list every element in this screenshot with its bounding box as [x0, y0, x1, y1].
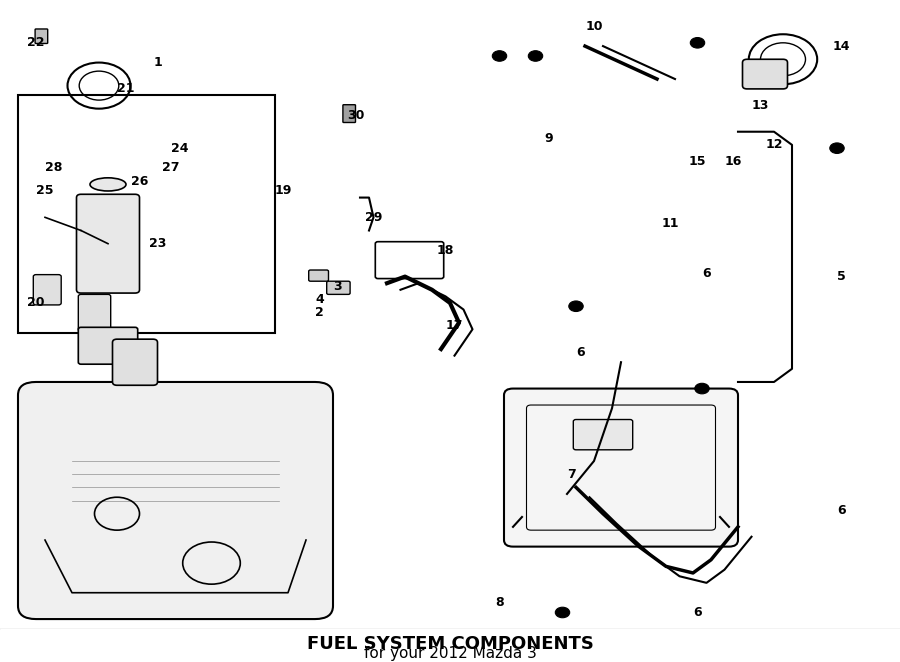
Text: 18: 18	[436, 244, 454, 257]
Circle shape	[492, 51, 507, 62]
Text: 6: 6	[837, 504, 846, 517]
Circle shape	[695, 383, 709, 394]
Text: 19: 19	[274, 185, 292, 197]
Text: 17: 17	[446, 320, 464, 332]
Text: 2: 2	[315, 307, 324, 319]
Text: 26: 26	[130, 175, 148, 187]
Text: 27: 27	[162, 162, 180, 175]
FancyBboxPatch shape	[78, 327, 138, 364]
FancyBboxPatch shape	[18, 382, 333, 619]
Circle shape	[569, 301, 583, 312]
Text: 24: 24	[171, 142, 189, 155]
FancyBboxPatch shape	[504, 389, 738, 547]
Text: FUEL SYSTEM COMPONENTS: FUEL SYSTEM COMPONENTS	[307, 635, 593, 653]
FancyBboxPatch shape	[33, 275, 61, 305]
FancyBboxPatch shape	[742, 60, 788, 89]
FancyBboxPatch shape	[78, 295, 111, 331]
FancyBboxPatch shape	[573, 420, 633, 449]
Text: 14: 14	[832, 40, 850, 52]
Text: 1: 1	[153, 56, 162, 69]
Text: 28: 28	[45, 162, 63, 175]
Circle shape	[555, 607, 570, 618]
Text: 15: 15	[688, 155, 706, 168]
Text: 6: 6	[702, 267, 711, 280]
Text: 29: 29	[364, 211, 382, 224]
FancyBboxPatch shape	[375, 242, 444, 279]
Text: 6: 6	[693, 606, 702, 619]
Text: 11: 11	[662, 217, 680, 230]
FancyBboxPatch shape	[327, 281, 350, 295]
Text: 21: 21	[117, 82, 135, 95]
Ellipse shape	[90, 178, 126, 191]
FancyBboxPatch shape	[309, 270, 328, 281]
Text: 9: 9	[544, 132, 554, 145]
FancyBboxPatch shape	[35, 29, 48, 44]
Text: 7: 7	[567, 467, 576, 481]
Text: 8: 8	[495, 596, 504, 609]
Text: 5: 5	[837, 270, 846, 283]
Circle shape	[830, 143, 844, 154]
Text: 23: 23	[148, 237, 166, 250]
FancyBboxPatch shape	[343, 105, 356, 122]
Text: 13: 13	[752, 99, 770, 112]
Text: 3: 3	[333, 280, 342, 293]
FancyBboxPatch shape	[76, 194, 140, 293]
Text: 22: 22	[27, 36, 45, 49]
Circle shape	[528, 51, 543, 62]
Text: 30: 30	[346, 109, 364, 122]
FancyBboxPatch shape	[18, 95, 274, 332]
Text: 4: 4	[315, 293, 324, 306]
FancyBboxPatch shape	[112, 339, 158, 385]
Text: 12: 12	[765, 138, 783, 152]
Text: 6: 6	[576, 346, 585, 359]
Text: 20: 20	[27, 297, 45, 309]
Bar	[0, 629, 900, 659]
Text: 10: 10	[585, 20, 603, 33]
Circle shape	[690, 38, 705, 48]
Text: 25: 25	[36, 185, 54, 197]
Text: 16: 16	[724, 155, 742, 168]
Text: for your 2012 Mazda 3: for your 2012 Mazda 3	[364, 646, 536, 661]
